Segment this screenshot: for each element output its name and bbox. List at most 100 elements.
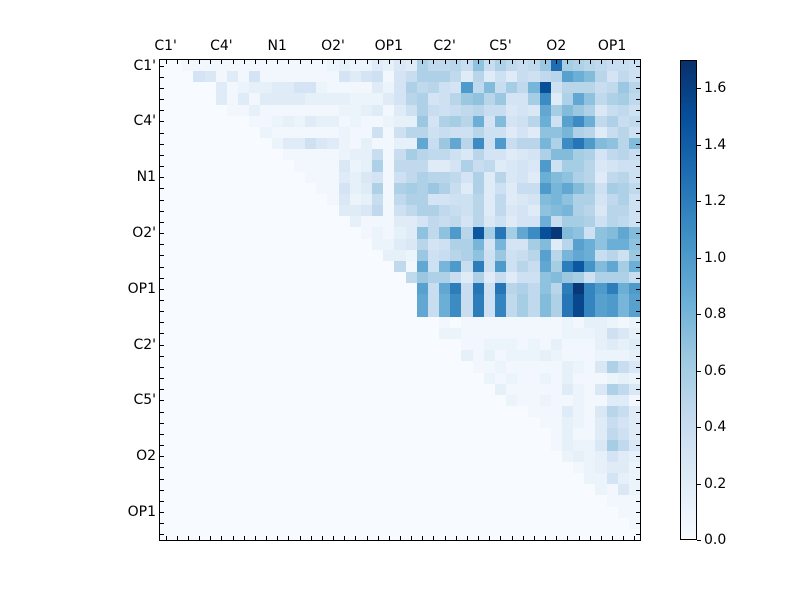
- heatmap-cell: [628, 450, 640, 462]
- heatmap-cell: [327, 372, 339, 384]
- heatmap-cell: [394, 528, 406, 540]
- heatmap-cell: [249, 350, 261, 362]
- heatmap-cell: [226, 193, 239, 206]
- heatmap-cell: [204, 305, 216, 317]
- heatmap-cell: [349, 82, 361, 94]
- heatmap-cell: [539, 473, 551, 485]
- heatmap-cell: [282, 484, 294, 496]
- heatmap-cell: [238, 439, 250, 451]
- heatmap-cell: [617, 450, 629, 462]
- y-tick: [160, 177, 164, 179]
- heatmap-cell: [461, 361, 473, 373]
- heatmap-cell: [193, 272, 205, 284]
- y-tick: [160, 210, 164, 212]
- heatmap-cell: [338, 238, 350, 250]
- heatmap-cell: [349, 249, 361, 261]
- heatmap-cell: [439, 428, 451, 440]
- heatmap-cell: [450, 339, 462, 351]
- heatmap-cell: [506, 517, 518, 529]
- heatmap-cell: [573, 272, 585, 284]
- heatmap-cell: [439, 394, 451, 407]
- heatmap-cell: [506, 305, 518, 317]
- heatmap-cell: [450, 249, 462, 261]
- x-tick: [600, 60, 602, 64]
- heatmap-cell: [439, 238, 451, 250]
- heatmap-cell: [171, 383, 183, 395]
- heatmap-cell: [528, 126, 540, 139]
- heatmap-cell: [483, 439, 495, 451]
- heatmap-cell: [506, 528, 518, 540]
- heatmap-cell: [595, 216, 607, 228]
- heatmap-cell: [360, 249, 373, 261]
- heatmap-cell: [483, 115, 495, 127]
- heatmap-cell: [461, 82, 473, 94]
- heatmap-cell: [539, 394, 551, 407]
- heatmap-cell: [595, 350, 607, 362]
- x-tick: [321, 60, 323, 64]
- heatmap-cell: [506, 260, 518, 273]
- heatmap-cell: [405, 495, 417, 507]
- heatmap-cell: [360, 495, 373, 507]
- heatmap-cell: [249, 93, 261, 105]
- heatmap-cell: [584, 227, 596, 239]
- heatmap-cell: [584, 138, 596, 150]
- heatmap-cell: [204, 272, 216, 284]
- heatmap-cell: [360, 283, 373, 295]
- heatmap-cell: [305, 495, 317, 507]
- heatmap-cell: [450, 350, 462, 362]
- heatmap-cell: [472, 327, 484, 340]
- heatmap-cell: [472, 260, 484, 273]
- heatmap-cell: [427, 439, 440, 451]
- heatmap-cell: [360, 205, 373, 217]
- heatmap-cell: [249, 138, 261, 150]
- heatmap-cell: [628, 182, 640, 194]
- heatmap-cell: [372, 417, 384, 429]
- heatmap-cell: [628, 461, 640, 474]
- heatmap-cell: [360, 82, 373, 94]
- heatmap-cell: [573, 238, 585, 250]
- heatmap-cell: [517, 182, 529, 194]
- heatmap-cell: [584, 71, 596, 83]
- heatmap-cell: [595, 394, 607, 407]
- x-tick-label: C4': [210, 38, 233, 54]
- heatmap-cell: [439, 450, 451, 462]
- heatmap-cell: [260, 82, 272, 94]
- heatmap-cell: [215, 450, 227, 462]
- heatmap-cell: [628, 495, 640, 507]
- heatmap-cell: [450, 506, 462, 518]
- heatmap-cell: [327, 406, 339, 418]
- heatmap-cell: [517, 450, 529, 462]
- heatmap-cell: [338, 138, 350, 150]
- heatmap-cell: [372, 428, 384, 440]
- heatmap-cell: [416, 506, 428, 518]
- heatmap-cell: [561, 71, 574, 83]
- heatmap-cell: [260, 327, 272, 340]
- heatmap-cell: [539, 495, 551, 507]
- heatmap-cell: [584, 294, 596, 306]
- heatmap-cell: [193, 428, 205, 440]
- heatmap-cell: [238, 71, 250, 83]
- heatmap-cell: [416, 439, 428, 451]
- heatmap-cell: [584, 473, 596, 485]
- heatmap-cell: [628, 350, 640, 362]
- heatmap-cell: [316, 339, 328, 351]
- heatmap-cell: [573, 283, 585, 295]
- heatmap-cell: [628, 394, 640, 407]
- heatmap-cell: [450, 473, 462, 485]
- heatmap-cell: [439, 484, 451, 496]
- heatmap-cell: [405, 149, 417, 161]
- heatmap-cell: [204, 260, 216, 273]
- heatmap-cell: [506, 160, 518, 172]
- heatmap-cell: [249, 171, 261, 183]
- heatmap-cell: [606, 406, 618, 418]
- heatmap-cell: [360, 160, 373, 172]
- heatmap-cell: [316, 60, 328, 72]
- heatmap-cell: [550, 316, 562, 328]
- x-tick: [578, 536, 580, 540]
- heatmap-cell: [584, 383, 596, 395]
- heatmap-cell: [271, 227, 283, 239]
- heatmap-cell: [238, 193, 250, 206]
- y-tick: [160, 221, 164, 223]
- heatmap-cell: [305, 249, 317, 261]
- x-tick-label: OP1: [597, 38, 627, 54]
